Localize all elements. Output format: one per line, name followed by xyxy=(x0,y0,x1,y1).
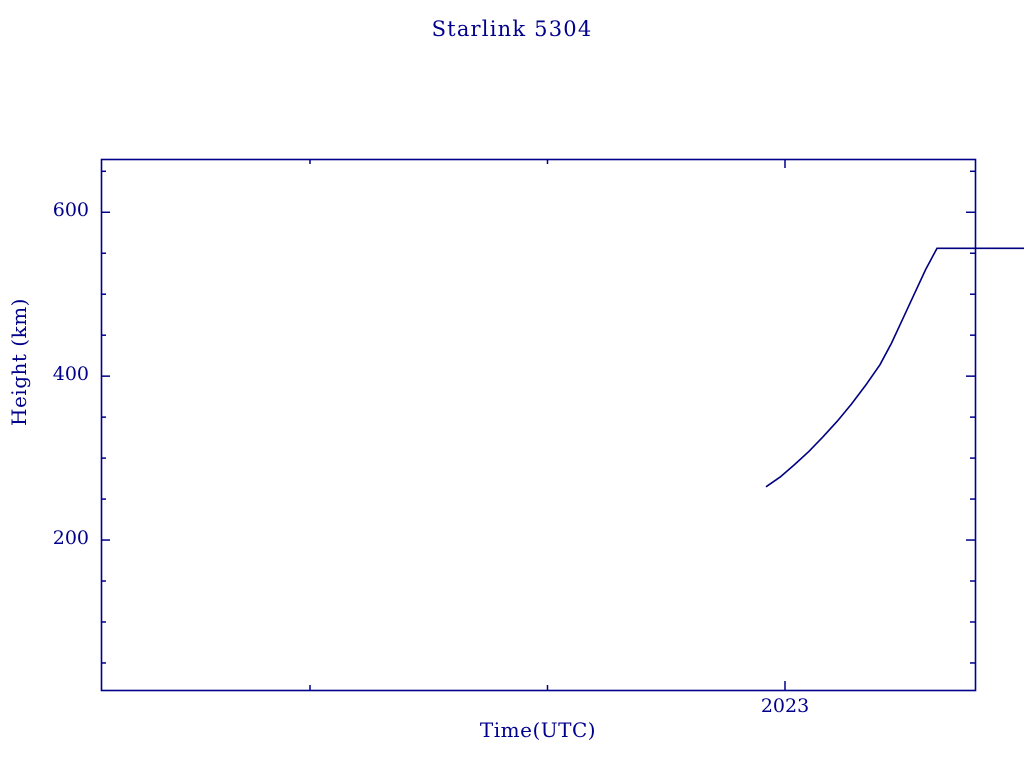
chart-title: Starlink 5304 xyxy=(431,17,593,41)
data-series-group xyxy=(765,247,1024,488)
axis-frame xyxy=(100,158,977,692)
axis-ticks xyxy=(101,159,975,690)
x-axis-label: Time(UTC) xyxy=(479,718,597,742)
